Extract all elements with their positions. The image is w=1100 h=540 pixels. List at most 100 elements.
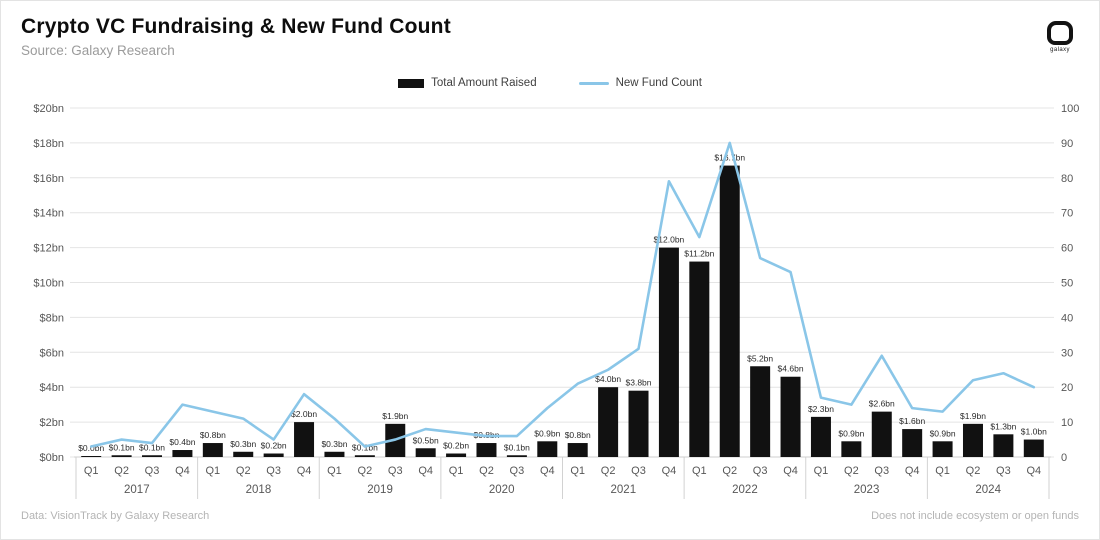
quarter-tick-label: Q3: [145, 465, 160, 477]
bar-value-label: $5.2bn: [747, 353, 773, 363]
left-axis-tick-label: $6bn: [40, 347, 64, 359]
bar-value-label: $0.0bn: [78, 443, 104, 453]
bar-value-label: $3.8bn: [626, 378, 652, 388]
left-axis-tick-label: $12bn: [33, 243, 64, 255]
bar-total-amount-raised: [598, 387, 619, 457]
year-label: 2019: [367, 484, 393, 496]
bar-total-amount-raised: [354, 455, 375, 457]
galaxy-logo: galaxy: [1037, 21, 1083, 53]
year-label: 2024: [975, 484, 1001, 496]
right-axis-tick-label: 40: [1061, 312, 1073, 324]
bar-value-label: $0.5bn: [413, 435, 439, 445]
right-axis-tick-label: 100: [1061, 103, 1079, 115]
quarter-tick-label: Q2: [966, 465, 981, 477]
right-axis-tick-label: 70: [1061, 208, 1073, 220]
quarter-tick-label: Q2: [358, 465, 373, 477]
line-swatch-icon: [578, 81, 609, 85]
quarter-tick-label: Q2: [601, 465, 616, 477]
right-axis-tick-label: 80: [1061, 173, 1073, 185]
bar-value-label: $0.2bn: [261, 441, 287, 451]
quarter-tick-label: Q1: [814, 465, 829, 477]
bar-value-label: $4.6bn: [778, 364, 804, 374]
bar-total-amount-raised: [172, 450, 193, 457]
bar-value-label: $1.3bn: [990, 421, 1016, 431]
left-axis-tick-label: $14bn: [33, 208, 64, 220]
legend-label: New Fund Count: [615, 77, 702, 89]
quarter-tick-label: Q4: [905, 465, 920, 477]
quarter-tick-label: Q2: [479, 465, 494, 477]
quarter-tick-label: Q4: [418, 465, 433, 477]
galaxy-logo-word: galaxy: [1050, 47, 1070, 53]
bar-total-amount-raised: [202, 443, 223, 457]
quarter-tick-label: Q1: [692, 465, 707, 477]
left-axis-tick-label: $4bn: [40, 382, 64, 394]
year-label: 2021: [611, 484, 637, 496]
bar-total-amount-raised: [81, 456, 102, 457]
right-axis-tick-label: 60: [1061, 243, 1073, 255]
bar-value-label: $2.6bn: [869, 399, 895, 409]
left-axis-tick-label: $16bn: [33, 173, 64, 185]
bar-total-amount-raised: [962, 423, 983, 457]
quarter-tick-label: Q4: [1026, 465, 1041, 477]
legend-label: Total Amount Raised: [431, 77, 537, 89]
bar-total-amount-raised: [537, 441, 558, 457]
bar-total-amount-raised: [871, 411, 892, 457]
footer-data-source: Data: VisionTrack by Galaxy Research: [21, 510, 210, 522]
bar-total-amount-raised: [750, 366, 771, 457]
chart-canvas: $0bn 0 $2bn 10 $4bn 20 $6bn 30 $8bn 40 $10bn 50 $12b…: [33, 103, 1079, 499]
bar-value-label: $4.0bn: [595, 374, 621, 384]
bar-value-label: $0.3bn: [230, 439, 256, 449]
quarter-tick-label: Q4: [297, 465, 312, 477]
bar-value-label: $0.8bn: [565, 430, 591, 440]
right-axis-tick-label: 90: [1061, 138, 1073, 150]
bar-total-amount-raised: [476, 443, 497, 457]
bar-value-label: $0.1bn: [139, 442, 165, 452]
quarter-tick-label: Q1: [449, 465, 464, 477]
left-axis-tick-label: $20bn: [33, 103, 64, 115]
quarter-tick-label: Q1: [205, 465, 220, 477]
left-axis-tick-label: $8bn: [40, 312, 64, 324]
bar-total-amount-raised: [689, 261, 710, 457]
year-label: 2022: [732, 484, 758, 496]
bar-value-label: $16.7bn: [714, 153, 745, 163]
bar-total-amount-raised: [993, 434, 1014, 457]
quarter-tick-label: Q4: [540, 465, 555, 477]
left-axis-tick-label: $2bn: [40, 417, 64, 429]
left-axis-tick-label: $10bn: [33, 278, 64, 290]
bar-total-amount-raised: [506, 455, 527, 457]
bar-value-label: $0.8bn: [200, 430, 226, 440]
quarter-tick-label: Q4: [175, 465, 190, 477]
bar-total-amount-raised: [263, 453, 284, 457]
bar-value-label: $1.9bn: [382, 411, 408, 421]
left-axis-tick-label: $0bn: [40, 452, 64, 464]
bar-total-amount-raised: [810, 416, 831, 457]
legend-item-new-fund-count: New Fund Count: [578, 77, 702, 89]
galaxy-logo-icon: [1047, 21, 1073, 45]
bar-value-label: $0.2bn: [443, 441, 469, 451]
bar-total-amount-raised: [567, 443, 588, 457]
bar-total-amount-raised: [111, 455, 132, 457]
bar-total-amount-raised: [658, 247, 679, 457]
bar-total-amount-raised: [932, 441, 953, 457]
quarter-tick-label: Q2: [722, 465, 737, 477]
quarter-tick-label: Q3: [631, 465, 646, 477]
bar-value-label: $2.3bn: [808, 404, 834, 414]
quarter-tick-label: Q1: [84, 465, 99, 477]
quarter-tick-label: Q4: [783, 465, 798, 477]
bar-total-amount-raised: [628, 390, 649, 457]
bar-value-label: $1.9bn: [960, 411, 986, 421]
quarter-tick-label: Q3: [266, 465, 281, 477]
right-axis-tick-label: 30: [1061, 347, 1073, 359]
legend-item-total-amount-raised: Total Amount Raised: [398, 77, 537, 89]
bar-total-amount-raised: [841, 441, 862, 457]
quarter-tick-label: Q4: [662, 465, 677, 477]
right-axis-tick-label: 20: [1061, 382, 1073, 394]
bar-total-amount-raised: [902, 429, 923, 457]
footer-disclaimer: Does not include ecosystem or open funds: [871, 510, 1079, 522]
line-new-fund-count: [89, 141, 1036, 448]
bar-value-label: $1.6bn: [899, 416, 925, 426]
year-label: 2020: [489, 484, 515, 496]
legend: Total Amount Raised New Fund Count: [1, 77, 1099, 89]
bar-total-amount-raised: [324, 451, 345, 457]
